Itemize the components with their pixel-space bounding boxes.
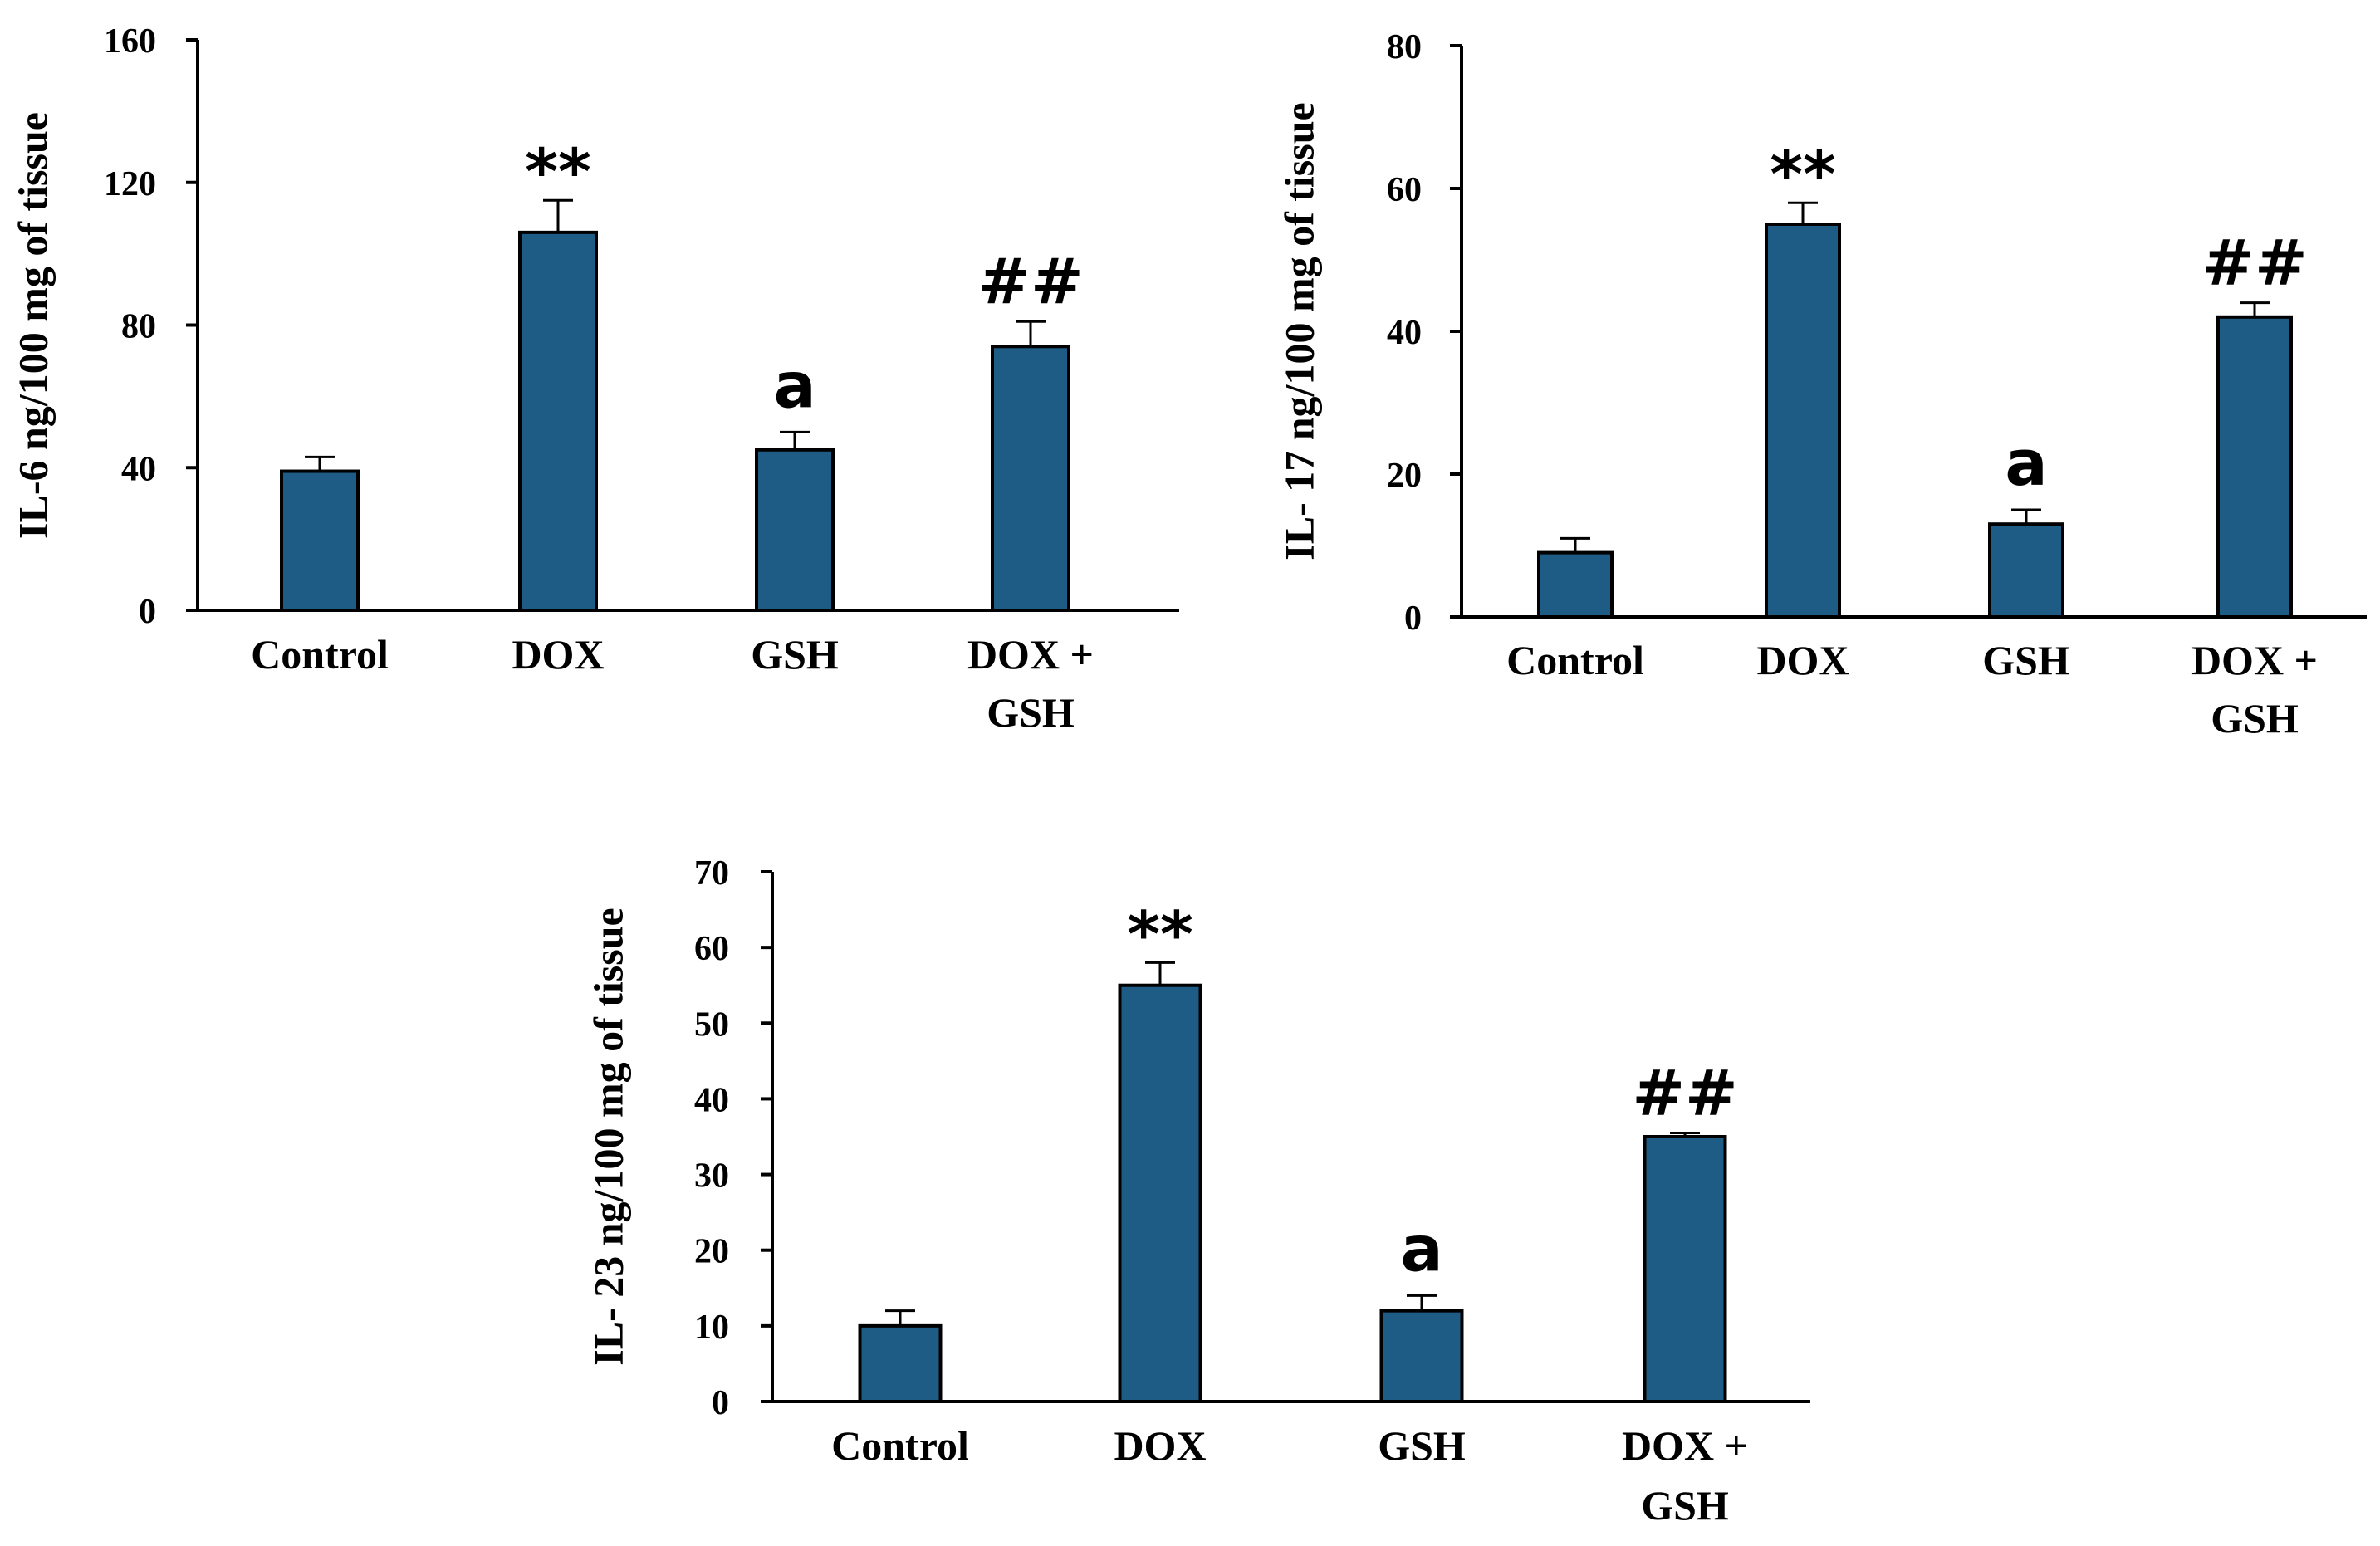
il6-bar-gsh xyxy=(755,448,835,612)
il17-significance-label: a xyxy=(2005,426,2047,500)
il6-bar-control xyxy=(280,469,360,613)
il6-y-tick-label: 40 xyxy=(121,450,156,488)
il17-x-category-label: Control xyxy=(1506,637,1644,683)
il6-y-tick-label: 80 xyxy=(121,308,156,346)
il6-x-category-label: DOX + GSH xyxy=(967,631,1094,736)
il17-bar-dox xyxy=(1765,223,1841,619)
il6-y-axis-label: IL-6 ng/100 mg of tissue xyxy=(9,112,56,539)
il6-significance-label: ## xyxy=(977,244,1083,318)
il23-y-tick-label: 60 xyxy=(694,930,729,968)
il23-x-category-label: DOX + GSH xyxy=(1622,1422,1748,1529)
il17-y-tick-label: 80 xyxy=(1387,28,1422,66)
il17-bar-gsh xyxy=(1988,522,2064,619)
il6-x-category-label: GSH xyxy=(751,631,839,678)
il17-significance-label: ## xyxy=(2201,226,2307,300)
il17-y-tick-label: 0 xyxy=(1404,599,1422,638)
il23-y-tick-label: 70 xyxy=(694,854,729,893)
il17-bar-dox-gsh xyxy=(2216,315,2293,619)
il6-y-tick-label: 0 xyxy=(139,593,156,631)
il17-significance-label: ** xyxy=(1770,137,1836,211)
il23-significance-label: ## xyxy=(1632,1055,1737,1129)
il23-x-category-label: Control xyxy=(831,1422,969,1469)
il17-y-tick-label: 60 xyxy=(1387,171,1422,209)
il23-significance-label: a xyxy=(1400,1211,1442,1285)
il6-significance-label: a xyxy=(773,348,815,422)
il17-y-axis-label: IL- 17 ng/100 mg of tissue xyxy=(1276,102,1322,560)
il23-x-category-label: DOX xyxy=(1114,1422,1206,1469)
il6-x-category-label: Control xyxy=(251,631,389,678)
il23-bar-control xyxy=(858,1323,943,1404)
il23-y-tick-label: 40 xyxy=(694,1081,729,1119)
il17-x-category-label: GSH xyxy=(1982,637,2070,683)
il17-x-category-label: DOX + GSH xyxy=(2191,637,2318,741)
il17-x-category-label: DOX xyxy=(1756,637,1849,683)
il23-bar-gsh xyxy=(1379,1309,1464,1403)
il6-y-tick-label: 120 xyxy=(104,165,156,203)
il23-y-tick-label: 50 xyxy=(694,1005,729,1044)
il23-y-tick-label: 10 xyxy=(694,1309,729,1347)
il6-y-tick-label: 160 xyxy=(104,22,156,61)
il6-significance-label: ** xyxy=(525,135,591,208)
il23-x-category-label: GSH xyxy=(1378,1422,1466,1469)
il6-x-category-label: DOX xyxy=(512,631,604,678)
il23-y-tick-label: 20 xyxy=(694,1233,729,1271)
il23-bar-dox xyxy=(1118,983,1202,1403)
il6-bar-dox xyxy=(518,230,598,612)
il23-y-tick-label: 30 xyxy=(694,1157,729,1196)
il23-y-axis-label: IL- 23 ng/100 mg of tissue xyxy=(585,908,631,1365)
il17-bar-control xyxy=(1537,550,1614,619)
il6-bar-dox-gsh xyxy=(991,345,1070,612)
il17-y-tick-label: 20 xyxy=(1387,457,1422,495)
il23-bar-dox-gsh xyxy=(1643,1135,1727,1403)
il17-y-tick-label: 40 xyxy=(1387,314,1422,352)
il23-y-tick-label: 0 xyxy=(712,1384,729,1422)
il23-significance-label: ** xyxy=(1127,897,1193,971)
